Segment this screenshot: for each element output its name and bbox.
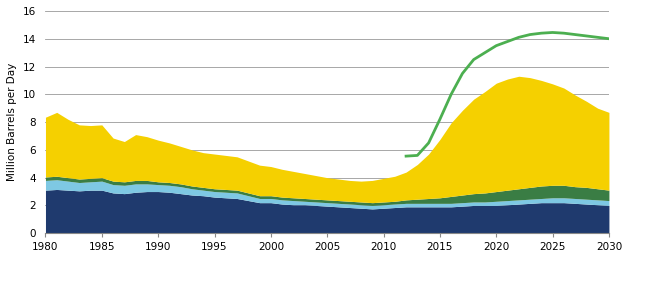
Y-axis label: Million Barrels per Day: Million Barrels per Day [7,63,17,181]
